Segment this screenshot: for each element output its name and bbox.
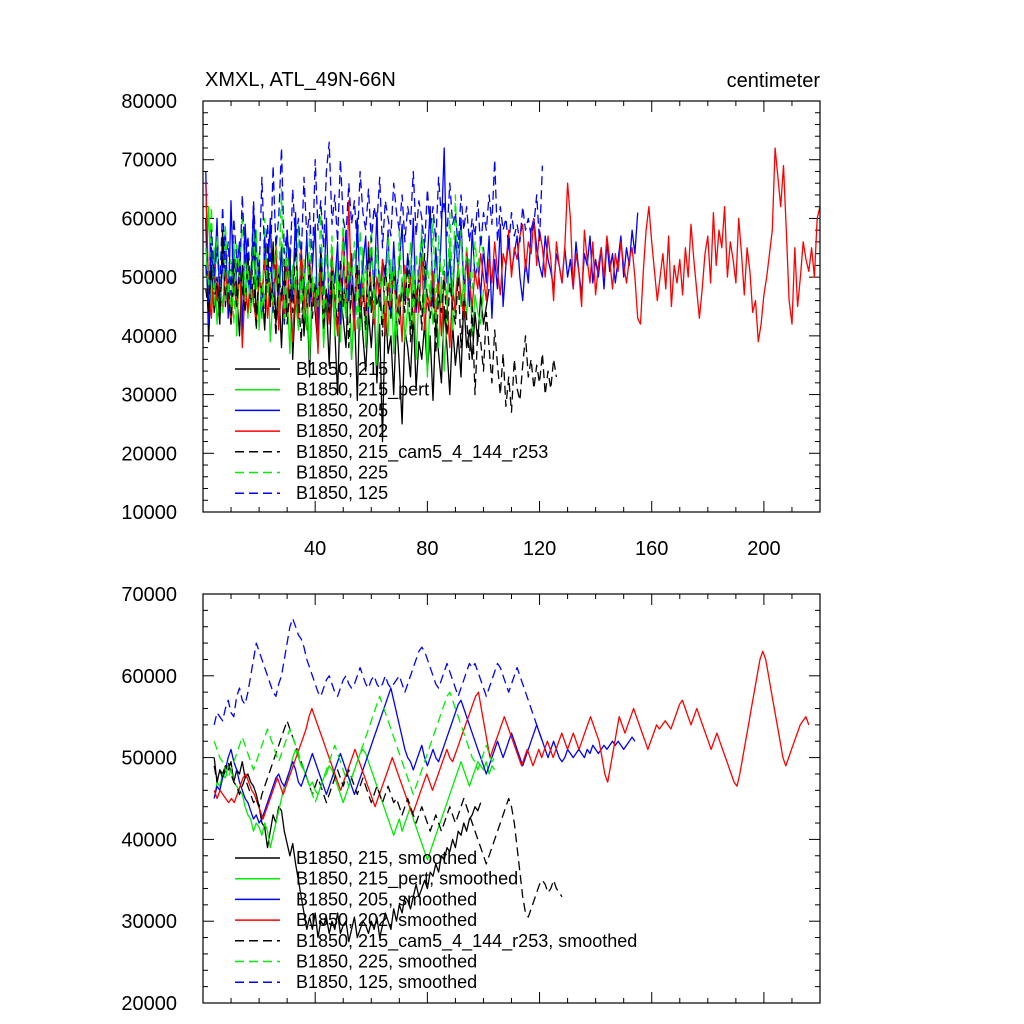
x-tick-label: 40	[304, 538, 326, 560]
plot-frame	[202, 100, 821, 513]
chart-title: XMXL, ATL_49N-66N	[205, 69, 396, 91]
legend-label-5: B1850, 225	[296, 463, 388, 483]
legend-label-1: B1850, 215_pert	[296, 380, 429, 401]
x-tick-label: 80	[416, 538, 438, 560]
y-tick-label: 40000	[121, 326, 177, 348]
series-line-2	[213, 687, 636, 824]
legend-label-6: B1850, 125	[296, 483, 388, 503]
series-line-4	[213, 720, 563, 918]
legend-label-1: B1850, 215_pert, smoothed	[296, 869, 518, 890]
series-line-5	[205, 188, 485, 337]
series-line-3	[213, 650, 810, 820]
legend-label-3: B1850, 202, smoothed	[296, 910, 477, 930]
y-tick-label: 70000	[121, 584, 177, 606]
units-label: centimeter	[727, 70, 821, 92]
y-tick-label: 50000	[121, 267, 177, 289]
y-tick-label: 20000	[121, 993, 177, 1015]
legend-label-5: B1850, 225, smoothed	[296, 952, 477, 972]
series-line-6	[205, 141, 544, 302]
y-tick-label: 40000	[121, 829, 177, 851]
x-tick-label: 200	[747, 538, 780, 560]
top-panel: 10000 20000 30000 40000 50000 60000 70000 80000…	[121, 69, 821, 560]
y-tick-label: 50000	[121, 748, 177, 770]
y-tick-label: 70000	[121, 150, 177, 172]
x-tick-label: 120	[523, 538, 556, 560]
y-tick-label: 10000	[121, 502, 177, 524]
series-line-1	[213, 748, 496, 861]
legend-label-0: B1850, 215, smoothed	[296, 848, 477, 868]
plot-frame	[202, 593, 821, 1004]
y-tick-label: 30000	[121, 911, 177, 933]
y-tick-label: 20000	[121, 443, 177, 465]
legend-label-2: B1850, 205	[296, 400, 388, 420]
x-tick-label: 160	[635, 538, 668, 560]
y-tick-label: 30000	[121, 385, 177, 407]
series-line-4	[205, 241, 558, 413]
legend-label-2: B1850, 205, smoothed	[296, 889, 477, 909]
legend-label-0: B1850, 215	[296, 359, 388, 379]
legend-label-4: B1850, 215_cam5_4_144_r253	[296, 442, 548, 463]
legend-label-3: B1850, 202	[296, 421, 388, 441]
bottom-panel: 20000 30000 40000 50000 60000 70000 B1850, 215…	[121, 584, 821, 1015]
series-line-6	[213, 617, 544, 742]
legend-label-6: B1850, 125, smoothed	[296, 972, 477, 992]
legend-label-4: B1850, 215_cam5_4_144_r253, smoothed	[296, 931, 637, 952]
y-tick-label: 80000	[121, 91, 177, 113]
y-tick-label: 60000	[121, 666, 177, 688]
series-line-5	[213, 691, 496, 804]
y-tick-label: 60000	[121, 208, 177, 230]
